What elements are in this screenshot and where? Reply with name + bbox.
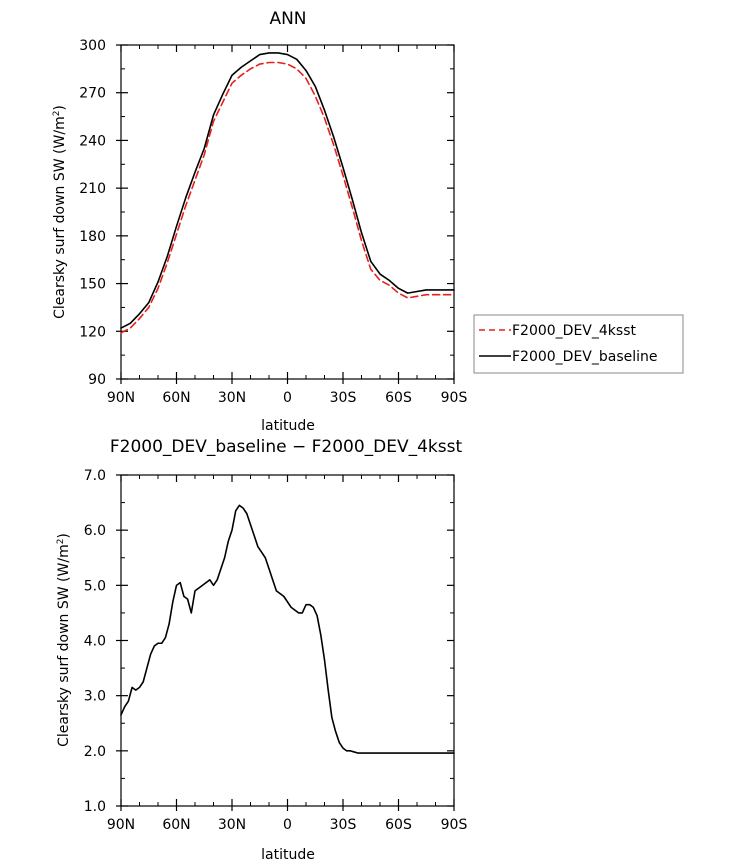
- top-chart-title: ANN: [269, 9, 306, 29]
- bottom-y-tick-label: 5.0: [84, 578, 106, 594]
- legend-label-baseline: F2000_DEV_baseline: [512, 349, 658, 365]
- top-y-tick-label: 210: [79, 181, 106, 197]
- bottom-plot-frame: [120, 474, 455, 807]
- bottom-x-tick-label: 30S: [330, 817, 357, 833]
- top-x-tick-label: 30N: [218, 390, 246, 406]
- bottom-x-tick-label: 30N: [218, 817, 246, 833]
- top-x-tick-label: 90S: [441, 390, 468, 406]
- top-y-tick-label: 150: [79, 277, 106, 293]
- bottom-y-tick-label: 4.0: [84, 634, 106, 650]
- bottom-panel: F2000_DEV_baseline − F2000_DEV_4ksst 90N…: [56, 437, 467, 863]
- bottom-x-tick-label: 90S: [441, 817, 468, 833]
- bottom-y-tick-label: 7.0: [84, 468, 106, 484]
- bottom-x-tick-label: 60S: [385, 817, 412, 833]
- top-y-axis-label: Clearsky surf down SW (W/m2): [52, 105, 68, 319]
- top-y-tick-label: 180: [79, 229, 106, 245]
- top-y-tick-label: 270: [79, 86, 106, 102]
- top-panel: ANN 90N 60N 30N 0 30S 60S 90S 90 120 150 180 210 24…: [52, 9, 467, 434]
- top-x-tick-label: 60N: [162, 390, 190, 406]
- top-x-tick-label: 30S: [330, 390, 357, 406]
- bottom-x-tick-label: 0: [283, 817, 292, 833]
- bottom-x-axis-label: latitude: [261, 847, 315, 863]
- top-plot-frame: [120, 44, 455, 380]
- top-y-tick-label: 240: [79, 133, 106, 149]
- legend: F2000_DEV_4ksst F2000_DEV_baseline: [473, 314, 684, 374]
- bottom-y-tick-label: 6.0: [84, 523, 106, 539]
- bottom-x-tick-label: 90N: [107, 817, 135, 833]
- bottom-x-tick-label: 60N: [162, 817, 190, 833]
- top-series-line-f2000-dev-4ksst: [120, 61, 455, 334]
- top-y-ticks: 90 120 150 180 210 240 270 300: [79, 38, 454, 388]
- top-x-ticks: 90N 60N 30N 0 30S 60S 90S: [107, 45, 468, 406]
- top-y-tick-label: 120: [79, 324, 106, 340]
- top-y-tick-label: 90: [88, 372, 106, 388]
- legend-box: [473, 314, 684, 374]
- bottom-series-line-difference: [120, 504, 455, 754]
- bottom-y-tick-label: 3.0: [84, 689, 106, 705]
- bottom-x-ticks: 90N 60N 30N 0 30S 60S 90S: [107, 475, 468, 833]
- bottom-chart-title: F2000_DEV_baseline − F2000_DEV_4ksst: [110, 437, 463, 457]
- bottom-y-axis-label: Clearsky surf down SW (W/m2): [56, 533, 72, 747]
- top-x-tick-label: 90N: [107, 390, 135, 406]
- top-series-line-f2000-dev-baseline: [120, 52, 455, 329]
- top-y-tick-label: 300: [79, 38, 106, 54]
- bottom-y-ticks: 1.0 2.0 3.0 4.0 5.0 6.0 7.0: [84, 468, 454, 815]
- legend-label-4ksst: F2000_DEV_4ksst: [512, 323, 636, 339]
- bottom-y-tick-label: 2.0: [84, 744, 106, 760]
- top-x-tick-label: 0: [283, 390, 292, 406]
- top-x-axis-label: latitude: [261, 418, 315, 434]
- bottom-y-tick-label: 1.0: [84, 799, 106, 815]
- bottom-series: [120, 504, 455, 754]
- top-x-tick-label: 60S: [385, 390, 412, 406]
- top-series: [120, 52, 455, 334]
